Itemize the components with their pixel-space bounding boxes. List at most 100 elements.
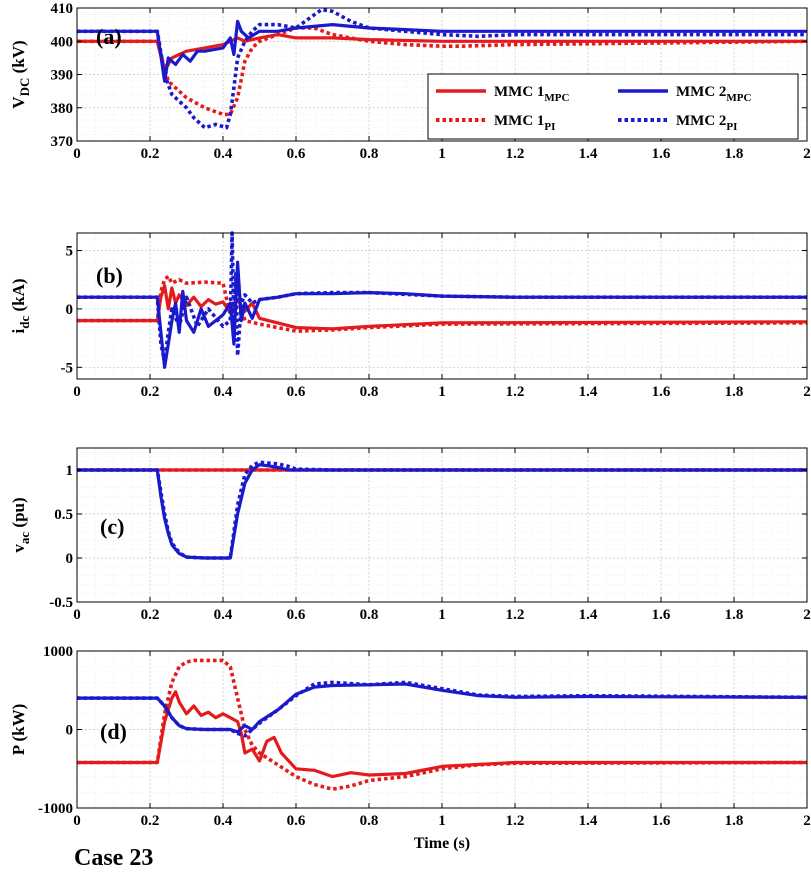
series-line-mmc2-mpc: [77, 682, 808, 734]
y-tick-label: 0: [66, 551, 74, 567]
x-tick-label: 1.6: [652, 146, 671, 162]
series-line-mmc2-mpc: [77, 463, 807, 560]
legend-label-base: MMC 1: [494, 84, 544, 100]
x-tick-label: 0.6: [287, 146, 306, 162]
y-axis-label-sub: DC: [17, 78, 32, 97]
y-tick-label: 400: [51, 34, 74, 50]
legend-label-sub: MPC: [544, 92, 569, 104]
x-tick-label: 0.6: [287, 607, 306, 623]
series-group: [77, 7, 808, 130]
x-tick-label: 0.6: [287, 813, 306, 829]
series-line-mmc2-mpc: [77, 19, 807, 83]
x-tick-label: 2: [803, 607, 811, 623]
x-tick-label: 1.8: [725, 384, 744, 400]
series-group: [77, 231, 808, 369]
y-tick-label: 0: [66, 723, 74, 739]
series-line-mmc1-mpc: [77, 284, 808, 331]
x-tick-label: 1.4: [579, 384, 598, 400]
y-tick-label: 5: [66, 244, 74, 260]
series-line-mmc1-pi: [77, 26, 808, 117]
y-tick-label: -1000: [38, 801, 73, 817]
x-tick-label: 0: [73, 384, 81, 400]
x-tick-label: 0.2: [141, 146, 160, 162]
x-tick-label: 0: [73, 813, 81, 829]
series-line-mmc1-pi: [77, 274, 808, 333]
panel-c: 0 0.2 0.4 0.6 0.8 1 1.2 1.4 1.6 1.8 2-0.500.51(c)v…: [9, 447, 811, 623]
panel-label: (d): [100, 719, 127, 744]
y-axis-label-main: v: [9, 544, 28, 553]
panel-label: (c): [100, 514, 124, 539]
y-tick-label: 390: [51, 68, 74, 84]
y-axis-label: idc (kA): [9, 278, 32, 333]
legend-label-sub: PI: [726, 121, 737, 133]
y-tick-label: 380: [51, 101, 74, 117]
x-tick-label: 1.2: [506, 607, 525, 623]
y-axis-label-sub: ac: [17, 532, 32, 545]
y-tick-label: -0.5: [49, 595, 73, 611]
legend-box: [427, 73, 799, 140]
y-tick-label: 410: [51, 1, 74, 17]
y-axis-label-main: V: [9, 96, 28, 109]
x-tick-label: 0.4: [214, 146, 233, 162]
x-tick-label: 1.4: [579, 607, 598, 623]
y-axis-label-main: i: [9, 329, 28, 334]
x-tick-label: 0.6: [287, 384, 306, 400]
series-line-mmc1-mpc: [77, 690, 807, 779]
legend-label-sub: MPC: [726, 92, 751, 104]
legend-label-base: MMC 1: [494, 113, 544, 129]
panel-a: 0 0.2 0.4 0.6 0.8 1 1.2 1.4 1.6 1.8 2 370 380 390 400 4…: [9, 1, 811, 162]
x-tick-label: 1.2: [506, 146, 525, 162]
x-tick-label: 0.8: [360, 384, 379, 400]
x-tick-label: 1.8: [725, 146, 744, 162]
panel-b: 0 0.2 0.4 0.6 0.8 1 1.2 1.4 1.6 1.8 2 -5 0 5 (b) idc (k…: [9, 231, 811, 400]
y-tick-label: -5: [61, 360, 74, 376]
x-tick-label: 0: [73, 607, 81, 623]
x-tick-label: 2: [803, 813, 811, 829]
x-tick-label: 0.2: [141, 384, 160, 400]
x-tick-label: 0.4: [214, 607, 233, 623]
legend-label: MMC 1MPC: [494, 84, 570, 104]
y-axis-label-unit: (kA): [9, 278, 28, 315]
legend-label: MMC 1PI: [494, 113, 555, 133]
legend-label-base: MMC 2: [676, 84, 726, 100]
x-tick-label: 1: [438, 607, 446, 623]
x-tick-label: 1.6: [652, 813, 671, 829]
grid: [76, 233, 808, 380]
x-tick-label: 0.4: [214, 384, 233, 400]
legend-label: MMC 2PI: [676, 113, 737, 133]
y-tick-label: 1: [66, 463, 74, 479]
y-tick-label: 370: [51, 134, 74, 150]
legend-label: MMC 2MPC: [676, 84, 752, 104]
x-tick-label: 1.6: [652, 607, 671, 623]
legend-label-base: MMC 2: [676, 113, 726, 129]
series-line-mmc2-mpc: [77, 260, 807, 369]
series-group: [77, 658, 808, 792]
x-tick-label: 0.2: [141, 813, 160, 829]
x-tick-label: 1: [438, 146, 446, 162]
x-tick-label: 2: [803, 146, 811, 162]
x-axis-label: Time (s): [414, 835, 470, 852]
y-tick-label: 0.5: [54, 507, 73, 523]
x-tick-label: 0.8: [360, 146, 379, 162]
x-tick-label: 1.4: [579, 146, 598, 162]
x-tick-label: 1.8: [725, 813, 744, 829]
series-line-mmc1-pi: [77, 658, 808, 792]
panel-label: (b): [96, 263, 123, 288]
x-tick-label: 1.8: [725, 607, 744, 623]
x-tick-label: 1.2: [506, 384, 525, 400]
x-tick-label: 1.6: [652, 384, 671, 400]
x-tick-label: 0.8: [360, 607, 379, 623]
legend-label-sub: PI: [544, 121, 555, 133]
x-tick-label: 1: [438, 813, 446, 829]
y-axis-label-unit: (pu): [9, 497, 28, 531]
x-tick-label: 1: [438, 384, 446, 400]
y-axis-label-sub: dc: [17, 316, 32, 329]
y-axis-label: VDC (kV): [9, 40, 32, 108]
x-tick-label: 0.4: [214, 813, 233, 829]
x-tick-label: 0: [73, 146, 81, 162]
x-tick-label: 2: [803, 384, 811, 400]
panel-label: (a): [96, 24, 122, 49]
y-axis-label: P (kW): [9, 704, 28, 755]
